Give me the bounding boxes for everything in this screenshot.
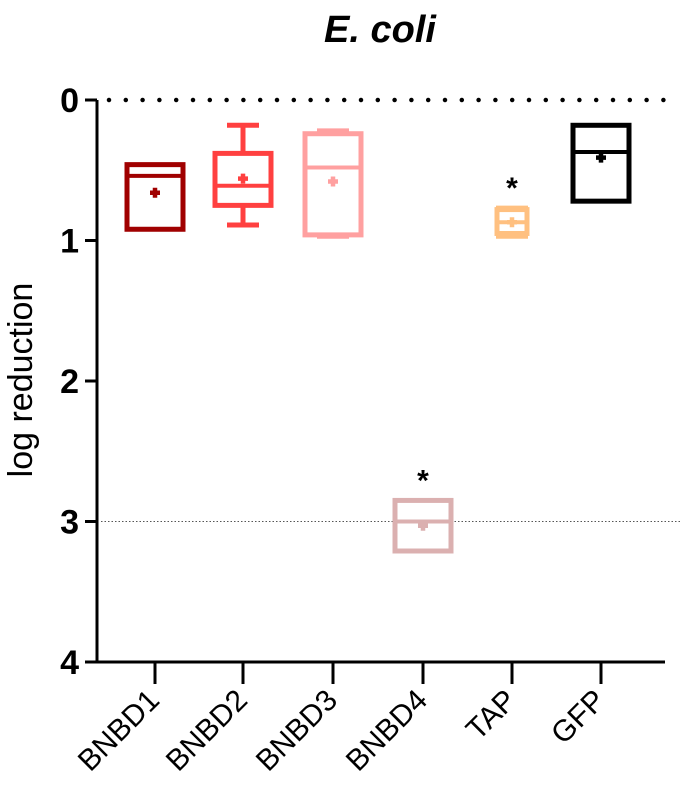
mean-marker: [507, 217, 517, 228]
y-tick-label: 0: [60, 82, 79, 120]
box-iqr: [212, 150, 274, 208]
mean-marker: [328, 176, 338, 187]
box-iqr: [302, 131, 364, 238]
box-bnbd3: [302, 128, 364, 239]
x-tick-label: TAP: [460, 684, 523, 747]
x-tick-label: BNBD2: [160, 684, 254, 778]
y-tick-label: 3: [60, 504, 79, 542]
significance-star: *: [506, 172, 518, 205]
y-tick-label: 2: [60, 363, 79, 401]
box-iqr: [392, 497, 454, 554]
y-tick-label: 1: [60, 223, 79, 261]
box-bnbd1: [124, 162, 186, 232]
box-gfp: [570, 122, 632, 204]
mean-marker: [150, 187, 160, 198]
chart-title: E. coli: [324, 9, 437, 51]
box-tap: *: [494, 172, 530, 239]
x-tick-label: BNBD4: [340, 684, 434, 778]
x-tick-label: GFP: [545, 684, 612, 751]
mean-marker: [596, 152, 606, 163]
axes: 0 1 2 3 4: [60, 82, 665, 682]
box-iqr: [124, 162, 186, 232]
mean-marker: [418, 520, 428, 531]
x-tick-label: BNBD3: [250, 684, 344, 778]
box-bnbd4: *: [392, 464, 454, 554]
x-tick-label: BNBD1: [72, 684, 166, 778]
mean-marker: [238, 173, 248, 184]
significance-star: *: [417, 464, 429, 497]
reference-lines: [101, 97, 682, 522]
y-tick-label: 4: [60, 644, 79, 682]
y-axis-label: log reduction: [2, 283, 40, 478]
box-iqr: [570, 122, 632, 204]
box-bnbd2: [212, 122, 274, 228]
box-series: **: [124, 122, 632, 554]
